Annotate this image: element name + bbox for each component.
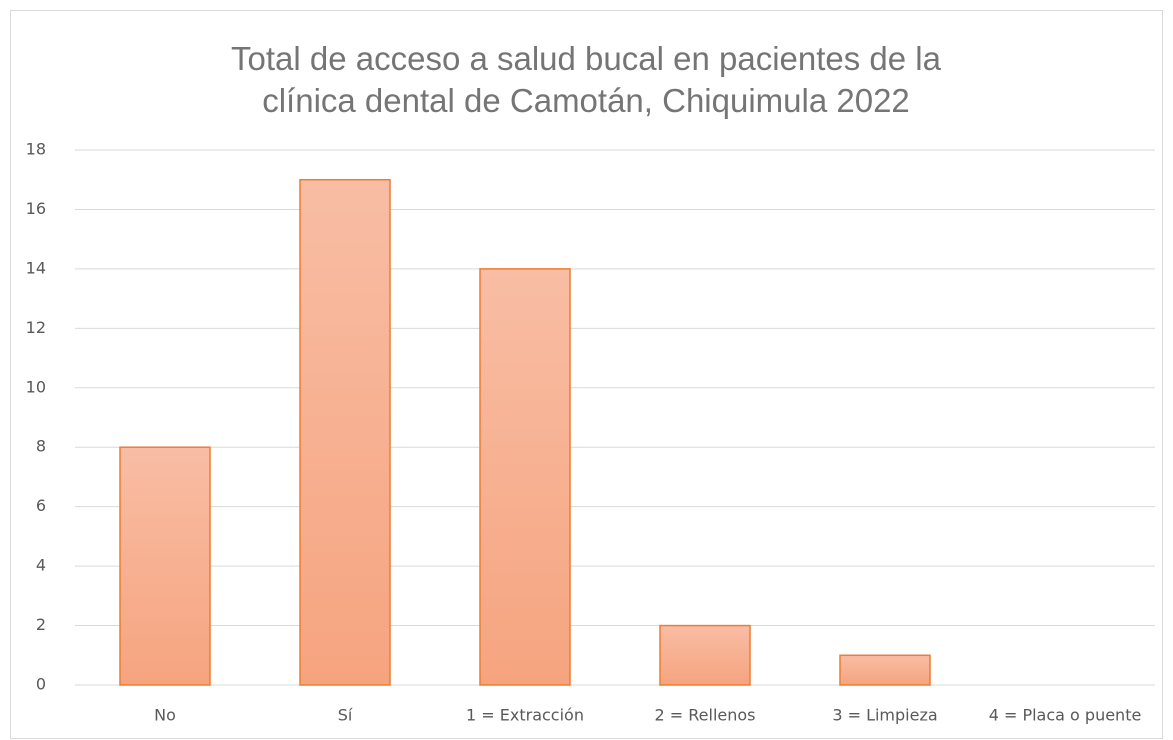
- x-tick-label: 2 = Rellenos: [655, 706, 756, 725]
- y-tick-label: 16: [26, 199, 46, 218]
- y-tick-label: 12: [26, 318, 46, 337]
- bar: [659, 624, 751, 686]
- x-tick-label: No: [154, 706, 176, 725]
- bar: [299, 178, 391, 686]
- y-tick-label: 0: [36, 675, 46, 694]
- y-tick-label: 4: [36, 556, 46, 575]
- bar: [839, 654, 931, 686]
- y-tick-label: 18: [26, 140, 46, 159]
- x-tick-label: Sí: [338, 706, 353, 725]
- y-tick-label: 2: [36, 615, 46, 634]
- y-tick-label: 8: [36, 437, 46, 456]
- x-tick-label: 4 = Placa o puente: [989, 706, 1142, 725]
- x-tick-label: 3 = Limpieza: [832, 706, 937, 725]
- chart-title: Total de acceso a salud bucal en pacient…: [231, 40, 941, 119]
- y-tick-label: 14: [26, 258, 46, 277]
- y-tick-label: 10: [26, 377, 46, 396]
- bar: [479, 268, 571, 686]
- y-tick-label: 6: [36, 496, 46, 515]
- x-tick-label: 1 = Extracción: [466, 706, 584, 725]
- bar: [119, 446, 211, 686]
